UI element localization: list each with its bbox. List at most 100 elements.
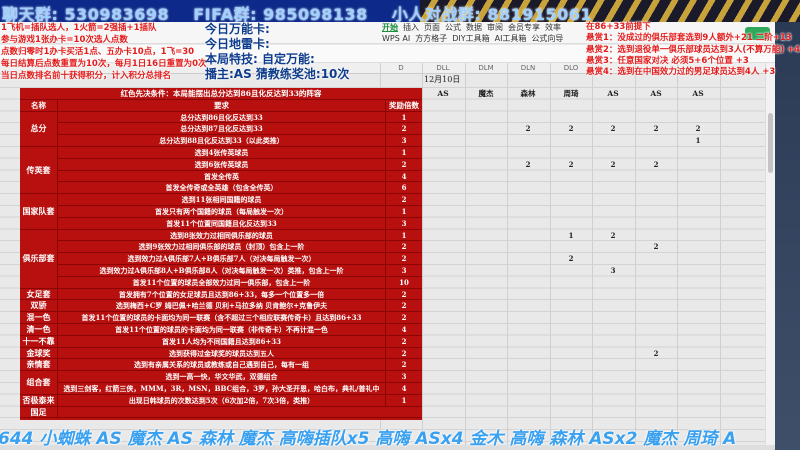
score-cell[interactable]: 1 <box>568 230 574 240</box>
ribbon-tab[interactable]: 效率 <box>545 23 561 32</box>
ribbon-tab[interactable]: AI工具箱 <box>494 34 527 43</box>
score-cell[interactable]: 2 <box>610 159 616 169</box>
banner-stripes <box>420 0 800 22</box>
score-cell[interactable]: 2 <box>653 348 659 358</box>
overlay-line: 播主:AS 猜教练奖池:10次 <box>205 67 350 81</box>
score-cell[interactable]: 2 <box>610 124 616 134</box>
rule-requirement: 选到效力过A俱乐部7人+B俱乐部7人（对决每局触发一次） <box>127 254 316 264</box>
rule-row: 首发11个位置的球员全部效力过同一俱乐部，包含上一阶 10 <box>58 276 422 289</box>
column-letter[interactable]: DLO <box>563 64 579 72</box>
score-cell[interactable]: 1 <box>695 136 701 146</box>
rule-row: 首发只有两个国籍的球员（每局触发一次） 1 <box>58 206 422 218</box>
column-letter[interactable]: D <box>398 64 404 72</box>
column-letter[interactable]: DLL <box>436 64 450 72</box>
rule-requirement: 选到8张效力过相同俱乐部的球员 <box>170 230 273 240</box>
rule-row: 选到11张相同国籍的球员 2 <box>58 194 422 206</box>
column-letter[interactable]: DLN <box>520 64 536 72</box>
category-name: 亲情套 <box>20 359 58 372</box>
player-header[interactable]: AS <box>692 89 704 98</box>
scrollbar-thumb[interactable] <box>768 113 773 173</box>
ribbon-tab[interactable]: DIY工具箱 <box>452 34 490 43</box>
overlay-line: 当日点数排名前十获得积分，计入积分总排名 <box>1 71 172 81</box>
column-gridline <box>720 63 721 450</box>
rule-row: 选到8张效力过相同俱乐部的球员 1 <box>58 229 422 242</box>
formula-bar[interactable] <box>0 45 775 63</box>
vertical-scrollbar[interactable] <box>765 63 775 450</box>
player-header[interactable]: AS <box>650 89 662 98</box>
score-cell[interactable]: 2 <box>568 159 574 169</box>
score-cell[interactable]: 2 <box>695 124 701 134</box>
rule-requirement: 选到11张相同国籍的球员 <box>181 195 262 205</box>
ribbon-tab[interactable]: 公式向导 <box>531 34 564 43</box>
player-header[interactable]: 森林 <box>520 89 536 98</box>
player-header[interactable]: AS <box>607 89 619 98</box>
category-name: 否极泰来 <box>20 395 58 407</box>
rule-row: 首发拥有7个位置的女足球员且达到86+33，每多一个位置多一倍 2 <box>58 288 422 301</box>
ribbon-tab[interactable]: 公式 <box>445 23 461 32</box>
ribbon-tab[interactable]: 页面 <box>424 23 440 32</box>
sheet-tabs-bar[interactable] <box>0 445 775 450</box>
column-gridline <box>550 63 551 450</box>
score-cell[interactable]: 2 <box>525 124 531 134</box>
ribbon-tab[interactable]: 方方格子 <box>415 34 448 43</box>
score-cell[interactable]: 2 <box>653 242 659 252</box>
column-gridline <box>465 63 466 450</box>
category-name: 混一色 <box>20 312 58 324</box>
ribbon-bar <box>0 22 775 44</box>
rule-multiplier: 1 <box>385 111 422 123</box>
rule-row: 选到获得过金球奖的球员达到五人 2 <box>58 347 422 360</box>
ribbon-tab[interactable]: 开始 <box>382 23 398 32</box>
ribbon-tab[interactable]: 数据 <box>466 23 482 32</box>
rule-multiplier: 1 <box>385 229 422 241</box>
column-gridline <box>635 63 636 450</box>
score-cell[interactable]: 2 <box>653 124 659 134</box>
group-numbers: 聊天群: 530983698 FIFA群: 985098138 小人对战群: 8… <box>2 1 610 22</box>
overlay-line: 悬赏2：选到退役单一俱乐部球员达到3人(不算万能) +4 <box>586 44 800 55</box>
ribbon-tab[interactable]: 会员专享 <box>508 23 540 32</box>
rule-requirement: 首发11人均为不同国籍且达到86+33 <box>161 336 282 346</box>
date-cell[interactable]: 12月10日 <box>424 75 461 84</box>
rule-requirement: 选到梅西+C罗 姆巴佩+哈兰德 贝利+马拉多纳 贝肯鲍尔+克鲁伊夫 <box>115 301 328 311</box>
player-header[interactable]: 周琦 <box>563 89 579 98</box>
score-cell[interactable]: 2 <box>568 254 574 264</box>
score-cell[interactable]: 2 <box>610 230 616 240</box>
score-cell[interactable]: 2 <box>568 124 574 134</box>
rule-row <box>58 407 422 419</box>
ribbon-tab[interactable]: 插入 <box>403 23 419 32</box>
header-req: 要求 <box>214 100 229 110</box>
score-cell[interactable]: 3 <box>610 266 616 275</box>
rule-multiplier: 3 <box>385 371 422 383</box>
rule-row: 选到9张效力过相同俱乐部的球员（封顶）包含上一阶 2 <box>58 241 422 254</box>
rule-requirement: 首发全传奇或全英雄（包含全传英） <box>165 183 278 193</box>
overlay-line: 在86+33前提下 <box>586 22 651 32</box>
rule-multiplier: 2 <box>385 158 422 170</box>
rule-row: 选到效力过A俱乐部7人+B俱乐部7人（对决每局触发一次） 2 <box>58 253 422 265</box>
score-cell[interactable]: 2 <box>525 159 531 169</box>
player-header[interactable]: AS <box>437 89 449 98</box>
overlay-line: 本局特技: 自定万能: <box>205 52 315 66</box>
rule-multiplier: 4 <box>385 383 422 394</box>
rule-requirement: 总分达到88且化反达到33（以此类推） <box>159 136 284 146</box>
player-header[interactable]: 魔杰 <box>478 89 494 98</box>
rule-multiplier: 2 <box>385 300 422 312</box>
share-button[interactable] <box>745 27 770 40</box>
ribbon-tab[interactable]: 审阅 <box>487 23 503 32</box>
stream-banner: 聊天群: 530983698 FIFA群: 985098138 小人对战群: 8… <box>0 0 800 22</box>
rule-multiplier: 2 <box>385 335 422 347</box>
rule-row: 总分达到86且化反达到33 1 <box>58 111 422 124</box>
rule-requirement: 选到效力过A俱乐部8人+B俱乐部8人（对决每局触发一次）类推，包含上一阶 <box>99 266 344 275</box>
rule-row: 选到4张传英球员 1 <box>58 147 422 159</box>
overlay-line: 今日万能卡: <box>205 22 270 36</box>
ribbon-tab[interactable]: WPS AI <box>382 34 411 43</box>
chat-group: 聊天群: 530983698 <box>2 5 170 22</box>
category-name: 十一不靠 <box>20 336 58 348</box>
table-header-row: 名称 要求 奖励倍数 <box>20 99 422 112</box>
column-gridline <box>422 63 423 450</box>
rule-row: 选到效力过A俱乐部8人+B俱乐部8人（对决每局触发一次）类推，包含上一阶 3 <box>58 265 422 277</box>
column-letter[interactable]: DLM <box>478 64 494 72</box>
score-cell[interactable]: 2 <box>653 159 659 169</box>
overlay-line: 今日地雷卡: <box>205 37 270 51</box>
rule-multiplier: 3 <box>385 217 422 229</box>
rule-requirement: 首发11个位置的球员全部效力过同一俱乐部，包含上一阶 <box>132 277 311 287</box>
rule-row: 选到有亲属关系的球员或教练或自己遇到自己，每有一组 2 <box>58 359 422 372</box>
